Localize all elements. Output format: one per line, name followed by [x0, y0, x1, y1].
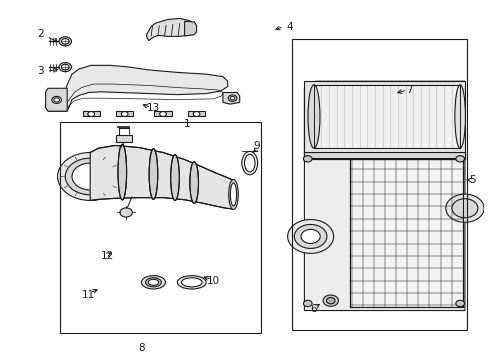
Circle shape: [455, 300, 464, 307]
Circle shape: [160, 112, 166, 117]
Polygon shape: [184, 21, 196, 36]
Text: 9: 9: [253, 141, 259, 152]
Ellipse shape: [170, 155, 179, 201]
Polygon shape: [304, 153, 464, 158]
Polygon shape: [223, 93, 239, 104]
Ellipse shape: [181, 278, 202, 287]
Text: 6: 6: [310, 304, 317, 314]
Text: 2: 2: [38, 28, 44, 39]
Polygon shape: [82, 111, 100, 117]
Ellipse shape: [189, 162, 198, 203]
Ellipse shape: [307, 85, 319, 148]
Circle shape: [230, 96, 234, 100]
Circle shape: [65, 158, 115, 195]
Circle shape: [61, 39, 69, 44]
Ellipse shape: [145, 278, 161, 287]
Text: 13: 13: [146, 103, 160, 113]
Text: 4: 4: [286, 22, 293, 32]
Circle shape: [120, 208, 132, 217]
Text: 1: 1: [183, 118, 190, 129]
Ellipse shape: [177, 276, 206, 289]
Ellipse shape: [228, 180, 238, 210]
Polygon shape: [116, 111, 133, 117]
Text: 8: 8: [138, 343, 144, 352]
Circle shape: [54, 98, 60, 102]
Text: 3: 3: [38, 66, 44, 76]
Ellipse shape: [230, 183, 236, 206]
Polygon shape: [313, 85, 459, 148]
Circle shape: [455, 156, 464, 162]
Polygon shape: [349, 159, 462, 307]
Circle shape: [451, 199, 477, 218]
Circle shape: [303, 300, 311, 307]
Ellipse shape: [454, 85, 465, 148]
Circle shape: [303, 156, 311, 162]
Ellipse shape: [141, 276, 165, 289]
Ellipse shape: [244, 154, 255, 172]
Ellipse shape: [242, 152, 257, 175]
Circle shape: [323, 295, 338, 306]
Circle shape: [228, 95, 236, 101]
Circle shape: [58, 153, 122, 201]
Text: 12: 12: [101, 251, 114, 261]
Text: 5: 5: [468, 175, 474, 185]
Text: 10: 10: [206, 275, 220, 285]
Circle shape: [61, 64, 69, 70]
Polygon shape: [146, 18, 194, 41]
Polygon shape: [187, 111, 205, 117]
Circle shape: [287, 220, 333, 253]
Circle shape: [294, 224, 326, 248]
Circle shape: [52, 96, 61, 103]
Text: 7: 7: [406, 85, 412, 95]
Bar: [60, 122, 261, 333]
Circle shape: [59, 37, 71, 46]
Polygon shape: [48, 66, 227, 111]
Ellipse shape: [149, 149, 158, 199]
Polygon shape: [45, 88, 67, 111]
Circle shape: [72, 163, 108, 190]
Circle shape: [59, 63, 71, 72]
Bar: [292, 39, 467, 330]
Circle shape: [193, 112, 200, 117]
Text: 11: 11: [82, 290, 95, 300]
Polygon shape: [90, 145, 232, 209]
Polygon shape: [154, 111, 171, 117]
Circle shape: [445, 194, 483, 222]
Ellipse shape: [118, 144, 126, 200]
Polygon shape: [304, 81, 464, 159]
Polygon shape: [304, 81, 464, 311]
Ellipse shape: [148, 279, 159, 285]
Circle shape: [301, 229, 320, 243]
Circle shape: [121, 112, 128, 117]
Circle shape: [88, 112, 94, 117]
Polygon shape: [116, 135, 132, 142]
Circle shape: [326, 297, 334, 304]
